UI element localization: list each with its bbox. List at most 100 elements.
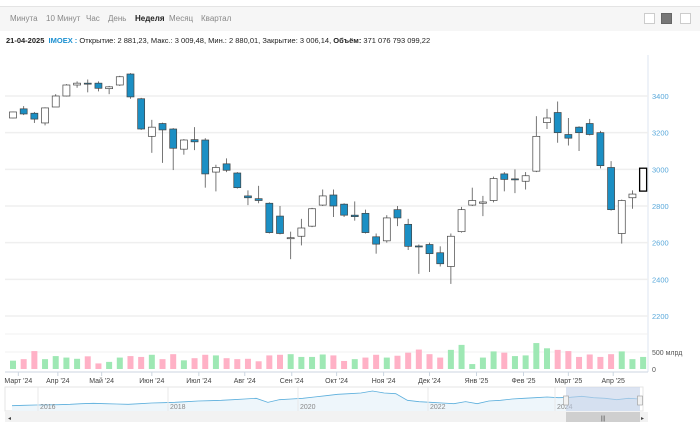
- volume-bar: [63, 357, 70, 369]
- candle: [126, 73, 135, 99]
- candle: [564, 118, 573, 146]
- candle-body: [596, 132, 605, 167]
- candle-body: [244, 195, 252, 199]
- x-tick-label: Апр '24: [46, 378, 70, 385]
- scrollbar-track[interactable]: [5, 412, 648, 422]
- volume-bar: [618, 351, 625, 369]
- candle: [222, 158, 231, 173]
- x-tick-label: Апр '25: [602, 378, 626, 385]
- volume-bar: [31, 351, 38, 369]
- tab-4[interactable]: Неделя: [135, 14, 165, 23]
- candle: [457, 206, 466, 233]
- volume-bar: [255, 361, 262, 369]
- candle: [575, 126, 583, 151]
- volume-bar: [501, 352, 508, 369]
- volume-bar: [362, 357, 369, 369]
- candle: [340, 203, 348, 217]
- x-tick-label: Май '24: [89, 377, 114, 385]
- tab-1[interactable]: 10 Минут: [46, 14, 81, 23]
- candle-body: [617, 200, 626, 234]
- tab-5[interactable]: Месяц: [169, 14, 194, 23]
- navigator-year-label: 2016: [40, 404, 56, 411]
- candle-body: [521, 175, 530, 182]
- navigator-year-label: 2022: [430, 404, 446, 411]
- x-tick-label: Дек '24: [418, 378, 441, 385]
- candle: [585, 118, 594, 136]
- low-value: 2 880,01,: [228, 36, 261, 45]
- candle: [350, 201, 359, 221]
- candle-body: [19, 108, 28, 115]
- candle: [94, 81, 103, 92]
- y-tick-label: 2200: [652, 312, 669, 321]
- x-tick-label: Март '24: [4, 378, 32, 385]
- candle: [158, 122, 167, 163]
- volume-tick-label: 500 млрд: [652, 350, 682, 357]
- candle: [73, 81, 81, 88]
- candle-body: [543, 117, 551, 123]
- candle: [233, 172, 242, 189]
- candle: [607, 161, 615, 211]
- candle-body: [318, 195, 327, 206]
- candle: [115, 75, 124, 86]
- volume-bar: [533, 343, 540, 369]
- volume-bar: [202, 354, 209, 369]
- candle-body: [83, 82, 92, 85]
- y-tick-label: 3200: [652, 129, 669, 138]
- volume-bar: [212, 355, 219, 369]
- volume-bar: [84, 356, 91, 369]
- candle-body: [393, 209, 402, 219]
- volume-bar: [223, 358, 230, 369]
- volume-bar: [234, 359, 241, 369]
- scroll-left-icon[interactable]: ◂: [8, 416, 11, 422]
- volume-bar: [170, 354, 177, 369]
- line-chart-icon[interactable]: [644, 13, 655, 24]
- volume-tick-label: 0: [652, 367, 656, 374]
- scroll-right-icon[interactable]: ▸: [641, 416, 644, 422]
- candle-body: [73, 82, 81, 86]
- y-tick-label: 3400: [652, 92, 669, 101]
- candle-body: [9, 111, 17, 119]
- ohlc-chart-icon[interactable]: [680, 13, 691, 24]
- candle: [265, 202, 274, 234]
- candle-body: [265, 202, 274, 233]
- candle-body: [372, 236, 380, 245]
- volume-bar: [20, 359, 27, 369]
- candle: [382, 215, 391, 243]
- y-tick-label: 2600: [652, 239, 669, 248]
- volume-bar: [244, 358, 251, 369]
- tab-2[interactable]: Час: [86, 14, 100, 23]
- candle-body: [532, 135, 541, 172]
- candle: [500, 172, 509, 192]
- scrollbar-thumb[interactable]: [566, 412, 640, 422]
- candle-body: [414, 245, 423, 248]
- tab-0[interactable]: Минута: [10, 14, 38, 23]
- x-tick-label: Март '25: [554, 378, 582, 385]
- volume-bar: [490, 351, 497, 369]
- navigator-line: [11, 390, 641, 407]
- candle: [393, 206, 402, 227]
- volume-bar: [373, 354, 380, 369]
- candle-body: [190, 139, 199, 143]
- candle: [276, 206, 284, 235]
- navigator-handle[interactable]: [637, 395, 643, 406]
- volume-bar: [554, 349, 561, 369]
- candle: [553, 101, 562, 143]
- candle: [254, 185, 263, 204]
- tab-6[interactable]: Квартал: [201, 14, 232, 23]
- navigator-handle[interactable]: [563, 395, 569, 406]
- volume-bar: [415, 349, 422, 369]
- navigator-selection[interactable]: [566, 387, 640, 411]
- candle-body: [201, 139, 210, 175]
- candle: [617, 199, 626, 244]
- volume-bar: [298, 356, 305, 369]
- candle-body: [105, 86, 113, 90]
- candle: [628, 190, 637, 209]
- volume-bar: [576, 356, 583, 369]
- candlestick-chart-icon[interactable]: [661, 13, 672, 24]
- volume-bar: [148, 354, 155, 369]
- candle: [51, 94, 60, 108]
- tab-3[interactable]: День: [108, 14, 127, 23]
- info-symbol[interactable]: IMOEX :: [48, 36, 78, 45]
- candle-body: [276, 215, 284, 234]
